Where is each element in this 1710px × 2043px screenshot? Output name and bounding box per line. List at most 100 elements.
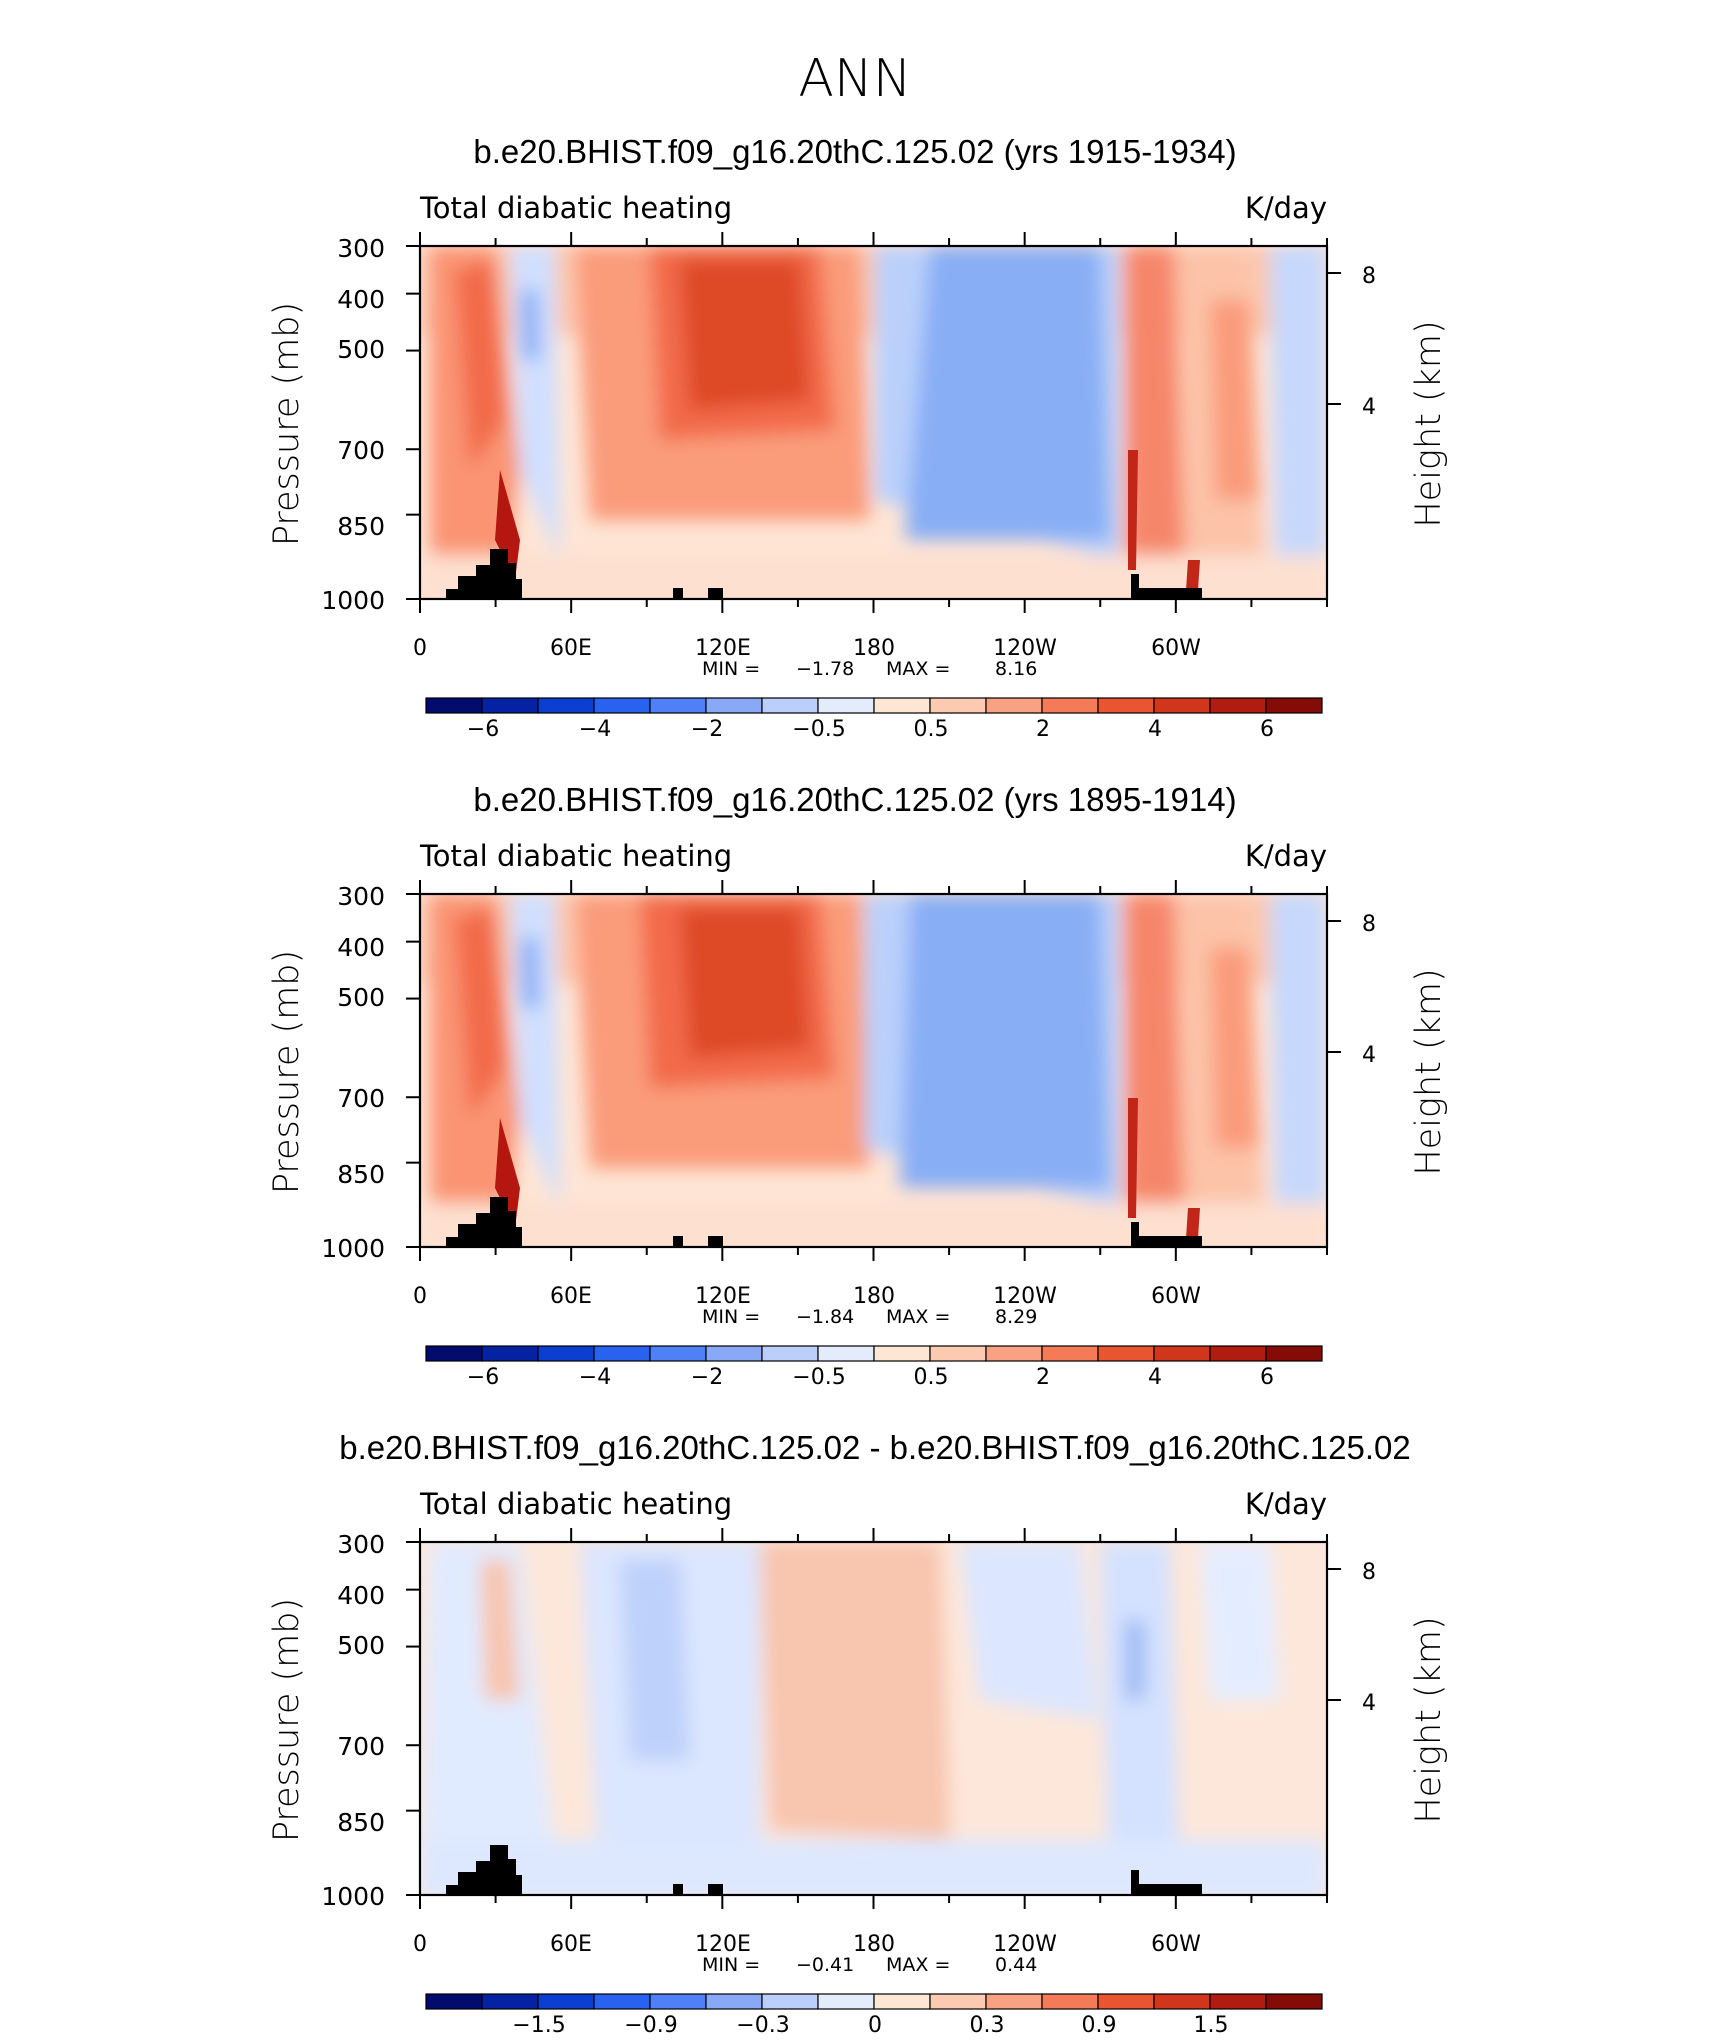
colorbar-swatch (1265, 1993, 1323, 2010)
colorbar-swatch (985, 1345, 1043, 1362)
right-tick-label: 4 (1362, 395, 1376, 420)
panel-title: b.e20.BHIST.f09_g16.20thC.125.02 (yrs 18… (473, 781, 1236, 818)
colorbar-swatch (1265, 1345, 1323, 1362)
max-value: 8.29 (995, 1306, 1037, 1328)
x-tick-label: 60W (1151, 1284, 1201, 1309)
colorbar-label: 2 (1036, 717, 1050, 742)
colorbar-swatch (1153, 1993, 1211, 2010)
topography-islands (673, 1236, 683, 1247)
colorbar-swatch (705, 1993, 763, 2010)
colorbar-label: 1.5 (1194, 2013, 1229, 2038)
colorbar-label: 4 (1148, 717, 1162, 742)
panel-title: b.e20.BHIST.f09_g16.20thC.125.02 (yrs 19… (473, 133, 1236, 170)
contour-warm-pool-core (680, 260, 810, 410)
contour-atlantic-dot (1186, 560, 1200, 590)
colorbar-swatch (1097, 1345, 1155, 1362)
colorbar-swatch (1209, 697, 1267, 714)
y-tick-label: 1000 (321, 1234, 385, 1263)
colorbar-swatch (817, 697, 875, 714)
units-label: K/day (1245, 191, 1327, 225)
y-tick-label: 300 (337, 882, 385, 911)
right-tick-label: 4 (1362, 1691, 1376, 1716)
min-value: −1.78 (796, 658, 854, 680)
colorbar-swatch (873, 697, 931, 714)
contour-pacific-core (900, 894, 1110, 1188)
colorbar-label: −6 (467, 1365, 499, 1390)
panel-3: b.e20.BHIST.f09_g16.20thC.125.02 - b.e20… (267, 1429, 1449, 2038)
topography-islands (708, 1884, 723, 1895)
colorbar-label: −0.5 (792, 1365, 845, 1390)
colorbar-swatch (929, 697, 987, 714)
colorbar-swatch (761, 1345, 819, 1362)
colorbar-label: 0.9 (1082, 2013, 1117, 2038)
x-tick-label: 60E (550, 636, 592, 661)
topography-islands (673, 1884, 683, 1895)
colorbar-swatch (873, 1345, 931, 1362)
colorbar-swatch (1153, 1345, 1211, 1362)
colorbar-swatch (649, 1345, 707, 1362)
max-value: 8.16 (995, 658, 1037, 680)
colorbar-label: −4 (579, 717, 611, 742)
max-label: MAX = (886, 1954, 950, 1976)
colorbar-swatch (593, 1345, 651, 1362)
max-label: MAX = (886, 658, 950, 680)
colorbar-label: −1.5 (512, 2013, 565, 2038)
colorbar-label: −0.5 (792, 717, 845, 742)
colorbar-swatch (929, 1993, 987, 2010)
x-tick-label: 120W (993, 1932, 1057, 1957)
contour-field (420, 1542, 1327, 1895)
colorbar-swatch (537, 1993, 595, 2010)
contour-andes-core (1128, 1098, 1138, 1218)
colorbar-swatch (1041, 697, 1099, 714)
right-axis-label: Height (km) (1409, 1616, 1449, 1823)
y-tick-label: 500 (337, 1631, 385, 1660)
max-value: 0.44 (995, 1954, 1037, 1976)
contour-pacific-core (905, 246, 1110, 540)
colorbar-label: 4 (1148, 1365, 1162, 1390)
x-tick-label: 120E (695, 636, 751, 661)
x-tick-label: 180 (853, 636, 895, 661)
contour-africa-warm (480, 1560, 520, 1700)
colorbar-swatch (425, 1345, 483, 1362)
topography-africa (446, 1845, 522, 1895)
panel-title: b.e20.BHIST.f09_g16.20thC.125.02 - b.e20… (339, 1429, 1410, 1466)
y-tick-label: 500 (337, 335, 385, 364)
max-label: MAX = (886, 1306, 950, 1328)
colorbar-label: −0.9 (624, 2013, 677, 2038)
panel-2: b.e20.BHIST.f09_g16.20thC.125.02 (yrs 18… (267, 781, 1449, 1390)
y-axis-label: Pressure (mb) (267, 302, 307, 546)
min-label: MIN = (702, 1954, 760, 1976)
colorbar-swatch (873, 1993, 931, 2010)
x-tick-label: 120W (993, 636, 1057, 661)
min-value: −1.84 (796, 1306, 854, 1328)
x-tick-label: 120E (695, 1284, 751, 1309)
contour-field (420, 246, 1327, 599)
colorbar-swatch (817, 1993, 875, 2010)
units-label: K/day (1245, 839, 1327, 873)
contour-warm-pool-core (680, 908, 810, 1058)
field-label: Total diabatic heating (419, 839, 732, 873)
colorbar-swatch (985, 1993, 1043, 2010)
colorbar-label: −2 (691, 1365, 723, 1390)
colorbar-swatch (1209, 1345, 1267, 1362)
contour-field (420, 894, 1327, 1247)
field-label: Total diabatic heating (419, 1487, 732, 1521)
colorbar-swatch (537, 1345, 595, 1362)
contour-africa-diff (420, 1542, 560, 1895)
colorbar-swatch (425, 697, 483, 714)
topography-islands (673, 588, 683, 599)
contour-atlantic-dot (1186, 1208, 1200, 1238)
right-tick-label: 8 (1362, 264, 1376, 289)
colorbar-label: 0.3 (970, 2013, 1005, 2038)
colorbar-swatch (929, 1345, 987, 1362)
contour-andes-core (1125, 1620, 1145, 1700)
x-tick-label: 120W (993, 1284, 1057, 1309)
colorbar-swatch (1041, 1345, 1099, 1362)
topography-islands (708, 588, 723, 599)
colorbar-label: 6 (1260, 1365, 1274, 1390)
right-tick-label: 8 (1362, 912, 1376, 937)
colorbar-label: 2 (1036, 1365, 1050, 1390)
x-tick-label: 0 (413, 1932, 427, 1957)
x-tick-label: 60E (550, 1932, 592, 1957)
